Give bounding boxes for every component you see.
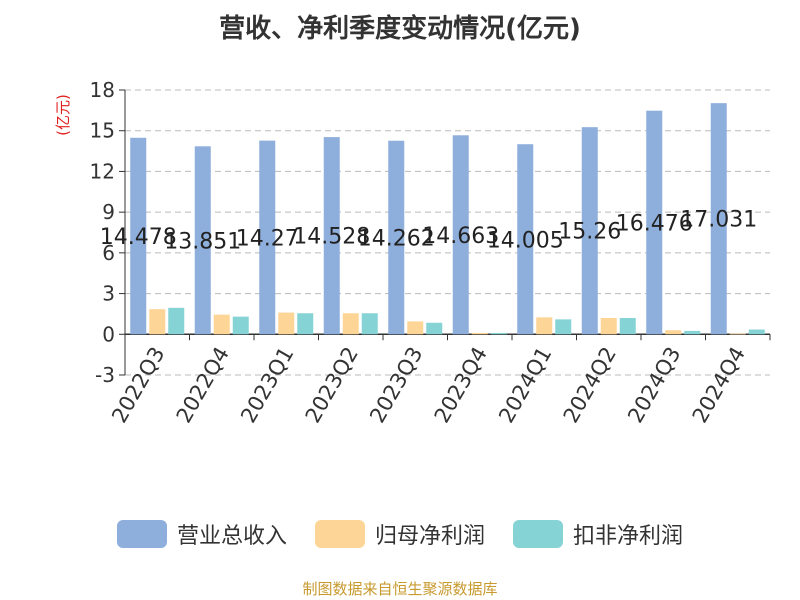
bar [517, 144, 534, 335]
legend-item[interactable]: 扣非净利润 [513, 518, 683, 550]
x-tick-label: 2023Q4 [430, 343, 492, 427]
bar [748, 329, 765, 335]
data-label: 17.031 [680, 208, 757, 233]
x-tick-label: 2024Q1 [494, 343, 556, 427]
y-tick-label: 18 [90, 78, 115, 102]
bar [536, 317, 553, 335]
bar [323, 137, 340, 335]
bar [600, 318, 617, 335]
legend: 营业总收入 归母净利润 扣非净利润 [0, 518, 800, 550]
y-tick-label: 3 [102, 282, 115, 306]
data-label: 14.262 [358, 227, 435, 252]
bar [452, 135, 469, 335]
x-tick-label: 2023Q1 [236, 343, 298, 427]
bar [194, 146, 211, 335]
bar [232, 316, 249, 335]
legend-item[interactable]: 归母净利润 [314, 518, 485, 550]
bar [729, 333, 746, 335]
y-axis-label: (亿元) [54, 94, 72, 136]
x-tick-label: 2022Q3 [107, 343, 169, 427]
y-tick-label: 12 [90, 159, 115, 183]
legend-swatch [513, 520, 563, 548]
bar [259, 140, 276, 335]
data-label: 16.476 [616, 211, 693, 236]
bar [213, 314, 230, 335]
x-tick-label: 2023Q3 [365, 343, 427, 427]
bar [149, 309, 166, 335]
bar [168, 307, 185, 335]
bar [581, 127, 598, 335]
bar [471, 332, 488, 335]
x-tick-label: 2023Q2 [301, 343, 363, 427]
y-tick-label: 0 [102, 322, 115, 346]
y-tick-label: 9 [102, 200, 115, 224]
x-tick-label: 2024Q3 [623, 343, 685, 427]
source-note: 制图数据来自恒生聚源数据库 [302, 580, 498, 598]
data-label: 14.005 [487, 228, 564, 253]
data-label: 14.663 [422, 224, 499, 249]
legend-swatch [116, 520, 167, 548]
data-label: 14.528 [293, 225, 370, 250]
legend-label: 扣非净利润 [573, 524, 684, 549]
legend-swatch [314, 520, 365, 548]
bar [710, 103, 727, 335]
bar [342, 313, 359, 335]
bar [619, 318, 636, 335]
bar [361, 313, 378, 335]
bar [684, 330, 701, 335]
bar [665, 330, 682, 335]
bar [555, 319, 572, 335]
legend-label: 营业总收入 [176, 524, 287, 549]
bar [407, 321, 424, 335]
legend-label: 归母净利润 [374, 524, 485, 549]
bar [646, 110, 663, 335]
bar [278, 312, 295, 335]
y-tick-label: 15 [90, 119, 115, 143]
bar [388, 140, 405, 335]
bar [130, 137, 147, 335]
bar [297, 313, 314, 335]
data-label: 14.27 [236, 226, 299, 251]
chart-title: 营收、净利季度变动情况(亿元) [219, 14, 581, 44]
bar [490, 332, 507, 335]
bar [426, 322, 443, 335]
x-tick-label: 2022Q4 [172, 343, 234, 427]
legend-item[interactable]: 营业总收入 [116, 518, 287, 550]
x-tick-label: 2024Q4 [688, 343, 750, 427]
y-tick-label: 6 [102, 241, 115, 265]
x-tick-label: 2024Q2 [559, 343, 621, 427]
data-label: 14.478 [100, 225, 177, 250]
data-label: 13.851 [164, 229, 241, 254]
y-tick-label: -3 [95, 363, 115, 387]
data-label: 15.26 [558, 220, 621, 245]
